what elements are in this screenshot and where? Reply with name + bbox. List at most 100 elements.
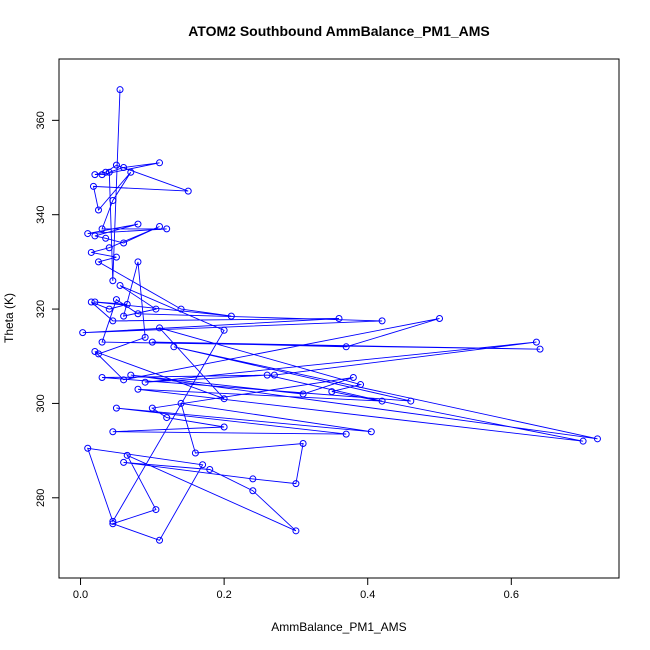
chart-title: ATOM2 Southbound AmmBalance_PM1_AMS [188,23,490,39]
data-point [105,305,113,313]
data-point [84,230,92,238]
data-point [120,376,128,384]
series-line [82,89,598,541]
data-point [112,404,120,412]
x-tick-label: 0.6 [504,589,519,601]
data-point [79,329,87,337]
data-point [184,187,192,195]
data-point [378,317,386,325]
data-point [109,277,117,285]
data-point [593,435,601,443]
data-point [98,338,106,346]
data-point [105,168,113,176]
data-point [249,487,257,495]
x-axis: 0.0 0.2 0.4 0.6 [73,577,519,601]
y-tick-label: 340 [35,206,47,224]
data-point [98,171,106,179]
data-point [102,234,110,242]
data-point [134,310,142,318]
x-tick-label: 0.4 [360,589,375,601]
data-point [152,506,160,514]
data-point [112,161,120,169]
data-point [342,343,350,351]
data-point [134,220,142,228]
data-point [206,465,214,473]
data-point [91,298,99,306]
data-point [342,430,350,438]
x-tick-label: 0.2 [216,589,231,601]
data-point [335,315,343,322]
data-point [263,371,271,379]
data-point [378,397,386,405]
y-axis-label: Theta (K) [2,293,16,343]
data-point [148,404,156,412]
data-point [120,164,128,172]
data-point [199,461,207,469]
data-point [299,440,307,448]
data-point [270,371,278,379]
data-point [109,517,117,525]
data-point [134,258,142,266]
y-tick-label: 360 [35,111,47,129]
y-tick-label: 280 [35,489,47,507]
data-point [367,428,375,436]
data-point [299,390,307,398]
data-point [141,333,149,341]
data-point [127,168,135,176]
data-point [94,206,102,214]
data-point [98,373,106,381]
data-point [123,300,131,308]
data-point [163,414,171,422]
data-point [109,197,117,205]
data-point [87,298,95,306]
data-point [536,345,544,353]
data-point [109,520,117,528]
data-point [105,244,113,252]
y-tick-label: 300 [35,394,47,412]
data-point [91,171,99,179]
data-point [91,232,99,240]
data-point [120,312,128,320]
data-point [91,348,99,356]
data-point [148,338,156,346]
x-axis-label: AmmBalance_PM1_AMS [271,620,406,634]
data-point [123,451,131,459]
data-point [357,381,365,389]
data-point [227,312,235,320]
data-point [170,343,178,351]
data-point [102,168,110,176]
data-point [120,239,128,247]
data-point [191,449,199,457]
data-point [127,371,135,379]
data-point [156,222,164,230]
data-point [152,305,160,313]
data-point [156,324,164,332]
data-point [89,182,97,190]
data-point [220,423,228,431]
data-point [249,475,257,483]
data-point [436,315,444,322]
data-point [141,378,149,386]
data-point [116,281,124,289]
data-layer [79,86,601,544]
data-point [163,225,171,233]
data-point [292,480,300,488]
data-point [112,253,120,261]
y-axis: 280 300 320 340 360 [35,111,60,507]
data-point [407,397,415,405]
data-point [109,317,117,325]
data-point [94,258,102,266]
data-point [177,305,185,313]
data-point [94,350,102,358]
data-point [156,536,164,544]
data-point [532,338,540,346]
y-tick-label: 320 [35,300,47,318]
data-point [220,395,228,403]
data-point [220,326,228,334]
data-point [109,428,117,436]
data-point [328,388,336,396]
x-tick-label: 0.0 [73,589,88,601]
data-point [177,399,185,407]
data-point [87,248,95,256]
